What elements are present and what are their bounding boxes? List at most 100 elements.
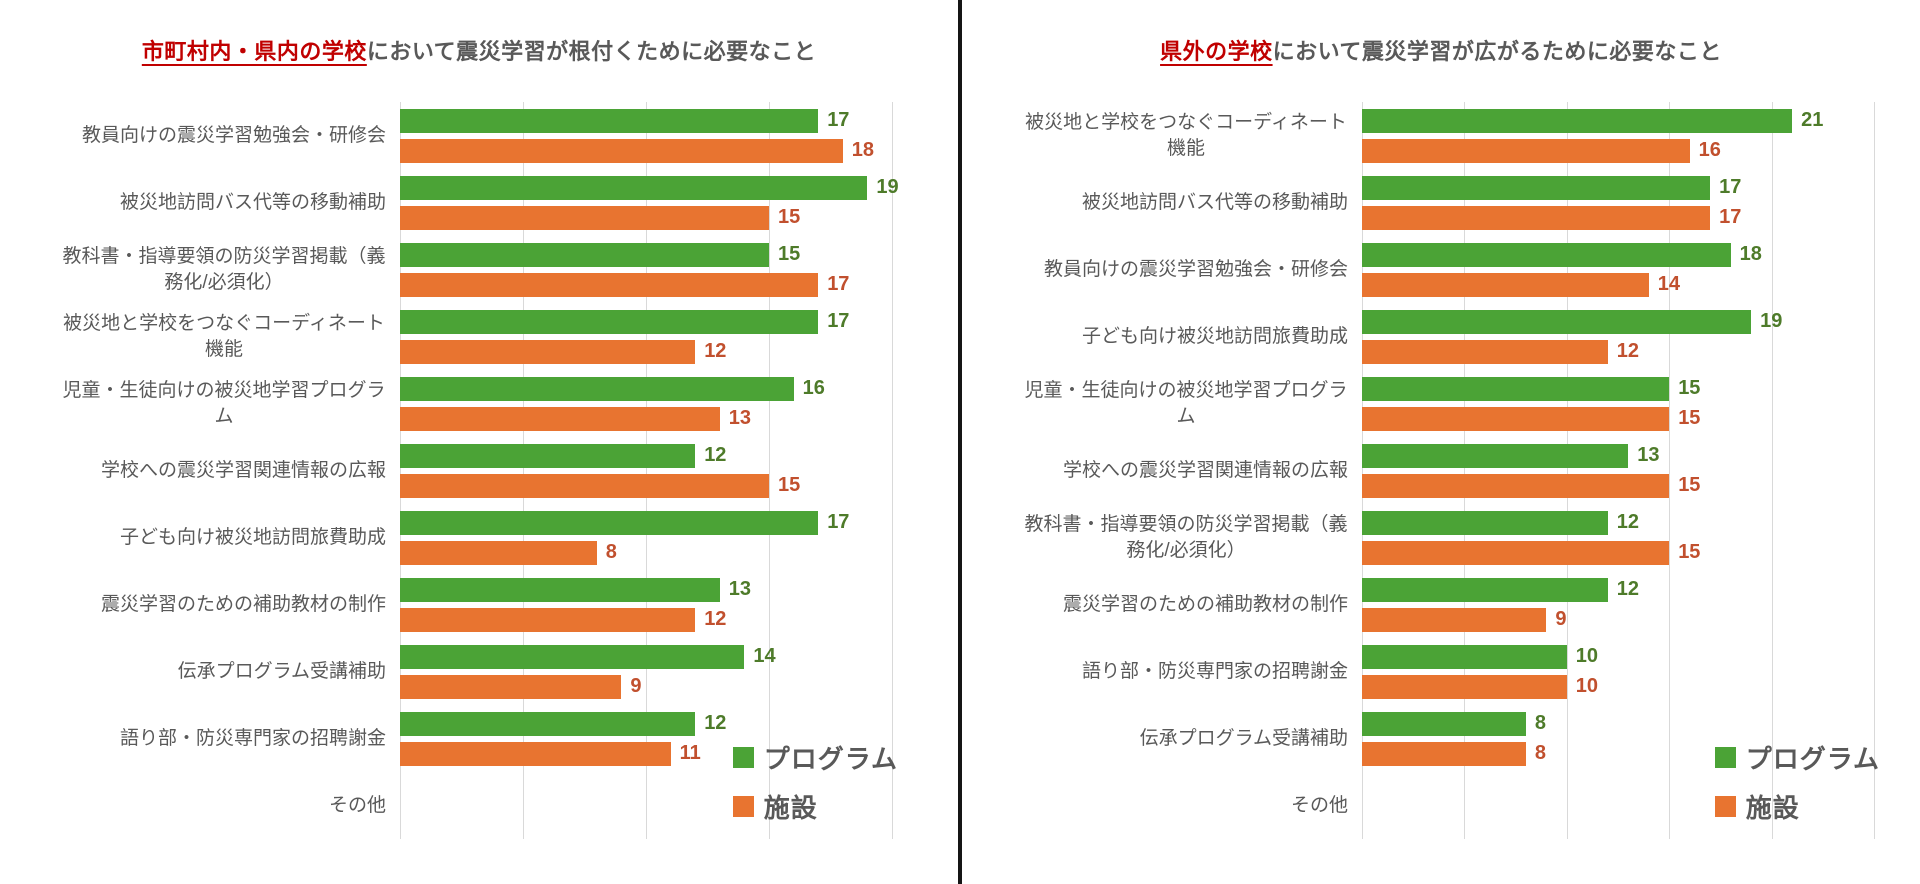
bar-プログラム [1362, 108, 1793, 133]
category-label: 児童・生徒向けの被災地学習プログラム [62, 370, 400, 437]
bar-line-プログラム: 19 [1362, 309, 1874, 334]
gridline [1362, 102, 1363, 839]
chart-title-right-highlight: 県外の学校 [1160, 39, 1273, 64]
bar-row: 13 12 [400, 571, 892, 638]
bar-line-施設: 12 [400, 607, 892, 632]
chart-title-left-highlight: 市町村内・県内の学校 [141, 39, 367, 64]
legend: プログラム 施設 [732, 739, 898, 825]
bar-プログラム [1362, 376, 1670, 401]
bar-line-プログラム: 14 [400, 644, 892, 669]
category-label: 震災学習のための補助教材の制作 [1024, 571, 1362, 638]
bar-row: 10 10 [1362, 638, 1874, 705]
category-label: 子ども向け被災地訪問旅費助成 [62, 504, 400, 571]
legend-swatch-icon [732, 796, 754, 817]
bar-line-プログラム: 15 [400, 242, 892, 267]
bar-line-施設: 11 [400, 741, 892, 766]
bar-施設 [1362, 339, 1608, 364]
category-label: 被災地と学校をつなぐコーディネート機能 [62, 303, 400, 370]
bar-line-施設: 16 [1362, 138, 1874, 163]
bar-row: 14 9 [400, 638, 892, 705]
chart-body-left: 教員向けの震災学習勉強会・研修会 被災地訪問バス代等の移動補助 教科書・指導要領の防… [62, 102, 958, 839]
bar-line-プログラム: 13 [1362, 443, 1874, 468]
bar-row: 12 15 [400, 437, 892, 504]
category-label: 伝承プログラム受講補助 [62, 638, 400, 705]
bar-value-label: 12 [704, 444, 727, 466]
legend-label: プログラム [1745, 744, 1880, 774]
bar-value-label: 16 [802, 377, 825, 399]
chart-panel-left: 市町村内・県内の学校において震災学習が根付くために必要なこと 教員向けの震災学習… [0, 0, 958, 884]
bar-line-施設: 9 [400, 674, 892, 699]
gridline [1874, 102, 1875, 839]
bar-line-施設: 12 [400, 339, 892, 364]
bar-value-label: 12 [1616, 340, 1639, 362]
category-label-text: 語り部・防災専門家の招聘謝金 [1081, 660, 1348, 682]
bar-施設 [400, 674, 622, 699]
bar-row: 15 17 [400, 236, 892, 303]
bar-row: 19 15 [400, 169, 899, 236]
category-label: 被災地と学校をつなぐコーディネート機能 [1024, 102, 1362, 169]
chart-title-left: 市町村内・県内の学校において震災学習が根付くために必要なこと [62, 34, 958, 66]
bar-line-施設: 13 [400, 406, 892, 431]
bar-施設 [1362, 607, 1547, 632]
plot-area-left: 17 18 19 15 15 17 17 12 16 13 12 15 17 8 13 12 14 9 12 11 プ… [400, 102, 899, 839]
bar-value-label: 18 [1739, 243, 1762, 265]
legend-swatch-icon [732, 747, 754, 768]
bar-value-label: 12 [704, 608, 727, 630]
category-label-text: 震災学習のための補助教材の制作 [100, 593, 386, 615]
bar-プログラム [1362, 577, 1608, 602]
category-label-text: 被災地と学校をつなぐコーディネート機能 [1025, 111, 1347, 159]
legend-item-プログラム: プログラム [732, 739, 898, 776]
bar-line-プログラム: 8 [1362, 711, 1874, 736]
bar-value-label: 12 [1616, 511, 1639, 533]
bar-value-label: 19 [1760, 310, 1783, 332]
bar-line-プログラム: 12 [400, 711, 892, 736]
bar-line-プログラム: 17 [400, 309, 892, 334]
category-label-text: 教科書・指導要領の防災学習掲載（義務化/必須化） [62, 245, 386, 293]
bar-プログラム [400, 376, 794, 401]
category-label-text: 児童・生徒向けの被災地学習プログラム [62, 379, 386, 427]
category-label-text: 児童・生徒向けの被災地学習プログラム [1024, 379, 1348, 427]
bar-line-プログラム: 21 [1362, 108, 1874, 133]
bar-value-label: 13 [1637, 444, 1660, 466]
bar-施設 [400, 540, 597, 565]
bar-施設 [1362, 272, 1649, 297]
bar-line-施設: 15 [1362, 473, 1874, 498]
bar-プログラム [400, 309, 819, 334]
chart-title-left-rest: において震災学習が根付くために必要なこと [366, 39, 817, 64]
bar-プログラム [400, 443, 696, 468]
category-label: 教科書・指導要領の防災学習掲載（義務化/必須化） [1024, 504, 1362, 571]
gridline [1771, 102, 1773, 839]
bar-プログラム [400, 510, 819, 535]
bar-プログラム [400, 242, 769, 267]
bar-row: 17 8 [400, 504, 892, 571]
center-divider [958, 0, 962, 884]
bar-row: 21 16 [1362, 102, 1874, 169]
gridline [769, 102, 770, 839]
category-label: 震災学習のための補助教材の制作 [62, 571, 400, 638]
bar-line-プログラム: 17 [400, 108, 892, 133]
bar-value-label: 11 [679, 742, 701, 764]
bar-value-label: 12 [704, 712, 727, 734]
bar-value-label: 18 [851, 139, 875, 161]
bar-プログラム [1362, 443, 1629, 468]
bar-プログラム [1362, 175, 1711, 200]
category-label: 教科書・指導要領の防災学習掲載（義務化/必須化） [62, 236, 400, 303]
category-label-text: 語り部・防災専門家の招聘謝金 [119, 727, 386, 749]
bar-line-施設: 12 [1362, 339, 1874, 364]
bar-line-プログラム: 12 [1362, 510, 1874, 535]
bar-value-label: 17 [1719, 206, 1742, 228]
bar-row: 19 12 [1362, 303, 1874, 370]
bar-row: 17 18 [400, 102, 892, 169]
category-label-text: 学校への震災学習関連情報の広報 [1062, 459, 1348, 481]
category-label: その他 [62, 772, 400, 839]
category-label-text: その他 [328, 794, 386, 816]
bar-line-施設: 8 [1362, 741, 1874, 766]
category-label-text: 子ども向け被災地訪問旅費助成 [1081, 325, 1348, 347]
legend-item-プログラム: プログラム [1714, 739, 1880, 776]
bar-line-プログラム: 18 [1362, 242, 1874, 267]
legend-label: 施設 [1745, 793, 1800, 823]
bar-施設 [1362, 674, 1567, 699]
bar-line-プログラム: 16 [400, 376, 892, 401]
plot-rows-right: 21 16 17 17 18 14 19 12 15 15 13 15 12 15 12 9 10 10 8 8 [1362, 102, 1874, 839]
